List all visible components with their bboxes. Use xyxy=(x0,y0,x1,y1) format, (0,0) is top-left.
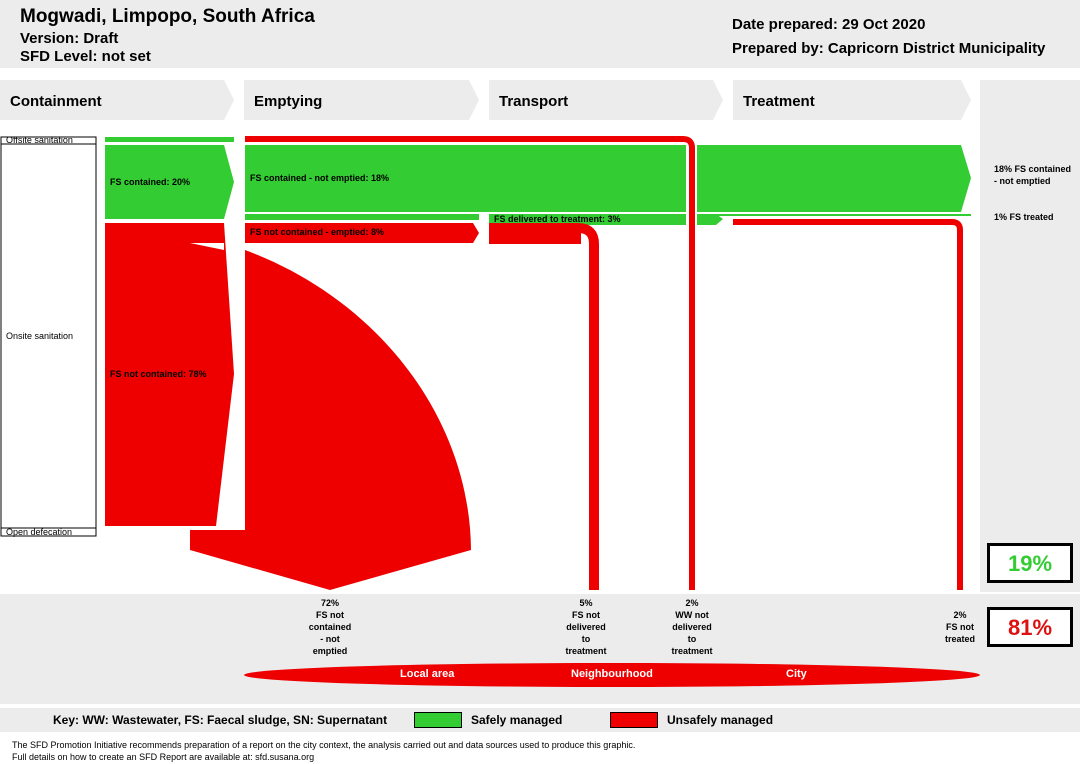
fs-not-contained-emptied-band xyxy=(245,223,479,243)
page-title: Mogwadi, Limpopo, South Africa xyxy=(20,6,315,27)
fs-contained-block xyxy=(105,145,234,219)
not-emptied-arrow xyxy=(190,250,471,590)
offsite-flow-green xyxy=(105,137,234,142)
open-defecation-box xyxy=(0,527,97,537)
key-bar xyxy=(0,708,1080,732)
safe-swatch xyxy=(414,712,462,728)
stage-emptying: Emptying xyxy=(254,93,323,110)
footer-line-1: The SFD Promotion Initiative recommends … xyxy=(12,740,636,750)
stage-transport: Transport xyxy=(499,93,569,110)
outcome-not-emptied: 72% FS not contained - not emptied xyxy=(308,598,352,656)
fs-delivered-band-1 xyxy=(489,214,686,225)
stage-treatment: Treatment xyxy=(743,93,815,110)
right-panel xyxy=(980,80,1080,592)
transport-red-band xyxy=(489,224,581,244)
stage-arrow-emptying xyxy=(244,80,479,120)
unsafe-percent-box: 81% xyxy=(987,607,1073,647)
header-bar xyxy=(0,0,1080,68)
contained-emptied-line xyxy=(245,214,479,220)
open-defecation-label: Open defecation xyxy=(6,527,73,537)
stage-containment: Containment xyxy=(10,93,102,110)
fs-not-contained-block xyxy=(105,223,234,526)
contained-not-emptied-band-1 xyxy=(245,145,686,212)
stage-arrow-transport xyxy=(489,80,723,120)
fs-not-contained-label: FS not contained: 78% xyxy=(110,369,207,379)
sfd-level-text: SFD Level: not set xyxy=(20,48,151,65)
safe-key-label: Safely managed xyxy=(471,713,563,727)
fs-not-delivered-pipe xyxy=(489,223,599,590)
date-prepared-text: Date prepared: 29 Oct 2020 xyxy=(732,16,926,33)
stage-arrow-containment xyxy=(0,80,234,120)
fs-delivered-band-2 xyxy=(697,214,723,225)
outcome-fs-not-delivered: 5% FS not delivered to treatment xyxy=(565,598,607,656)
prepared-by-text: Prepared by: Capricorn District Municipa… xyxy=(732,40,1046,57)
sfd-diagram xyxy=(0,80,1080,704)
right-label-contained: 18% FS contained - not emptied xyxy=(994,164,1072,186)
area-ellipse xyxy=(244,663,980,687)
right-label-treated: 1% FS treated xyxy=(994,212,1054,222)
fs-contained-not-emptied-label: FS contained - not emptied: 18% xyxy=(250,173,390,183)
fs-delivered-label: FS delivered to treatment: 3% xyxy=(494,214,621,224)
footer-line-2: Full details on how to create an SFD Rep… xyxy=(12,752,315,762)
ww-not-delivered-pipe xyxy=(245,136,695,590)
fs-contained-label: FS contained: 20% xyxy=(110,177,191,187)
safe-percent-box: 19% xyxy=(987,543,1073,583)
stage-arrow-treatment xyxy=(733,80,971,120)
fs-not-treated-pipe xyxy=(733,219,963,590)
version-text: Version: Draft xyxy=(20,30,119,47)
unsafe-key-label: Unsafely managed xyxy=(667,713,774,727)
outcome-ww-not-delivered: 2% WW not delivered to treatment xyxy=(671,598,713,656)
onsite-label: Onsite sanitation xyxy=(6,331,74,341)
area-local: Local area xyxy=(400,668,455,680)
unsafe-swatch xyxy=(610,712,658,728)
notch xyxy=(190,243,224,250)
fs-not-contained-emptied-label: FS not contained - emptied: 8% xyxy=(250,227,385,237)
area-city: City xyxy=(786,668,807,680)
outcome-fs-not-treated: 2% FS not treated xyxy=(944,610,975,644)
outcome-band xyxy=(0,594,1080,704)
offsite-label: Offsite sanitation xyxy=(6,135,73,145)
key-text: Key: WW: Wastewater, FS: Faecal sludge, … xyxy=(53,713,388,727)
area-neighbourhood: Neighbourhood xyxy=(571,668,653,680)
onsite-box xyxy=(0,143,97,529)
contained-not-emptied-band-2 xyxy=(697,145,971,212)
